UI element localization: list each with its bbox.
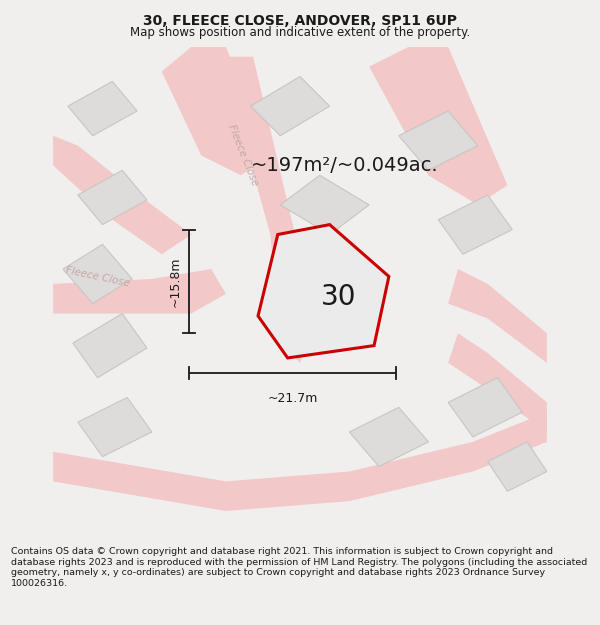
Polygon shape	[68, 81, 137, 136]
Polygon shape	[258, 224, 389, 358]
Text: 30: 30	[322, 284, 357, 311]
Polygon shape	[399, 111, 478, 170]
Polygon shape	[78, 170, 147, 224]
Polygon shape	[369, 47, 508, 205]
Text: 30, FLEECE CLOSE, ANDOVER, SP11 6UP: 30, FLEECE CLOSE, ANDOVER, SP11 6UP	[143, 14, 457, 28]
Polygon shape	[488, 442, 547, 491]
Polygon shape	[438, 195, 512, 254]
Polygon shape	[448, 269, 547, 363]
Polygon shape	[221, 57, 295, 254]
Text: ~21.7m: ~21.7m	[268, 392, 318, 406]
Text: Fleece Close: Fleece Close	[226, 123, 260, 188]
Polygon shape	[63, 244, 132, 304]
Polygon shape	[448, 378, 522, 437]
Polygon shape	[448, 333, 547, 432]
Polygon shape	[162, 47, 271, 175]
Polygon shape	[73, 314, 147, 378]
Text: Contains OS data © Crown copyright and database right 2021. This information is : Contains OS data © Crown copyright and d…	[11, 548, 587, 588]
Polygon shape	[251, 76, 329, 136]
Text: Fleece Close: Fleece Close	[65, 265, 131, 288]
Text: Map shows position and indicative extent of the property.: Map shows position and indicative extent…	[130, 26, 470, 39]
Polygon shape	[53, 136, 191, 254]
Text: ~197m²/~0.049ac.: ~197m²/~0.049ac.	[251, 156, 438, 175]
Polygon shape	[53, 412, 547, 511]
Polygon shape	[271, 234, 310, 363]
Polygon shape	[78, 398, 152, 457]
Polygon shape	[280, 175, 369, 234]
Polygon shape	[53, 269, 226, 314]
Polygon shape	[349, 408, 428, 466]
Text: ~15.8m: ~15.8m	[169, 256, 181, 307]
